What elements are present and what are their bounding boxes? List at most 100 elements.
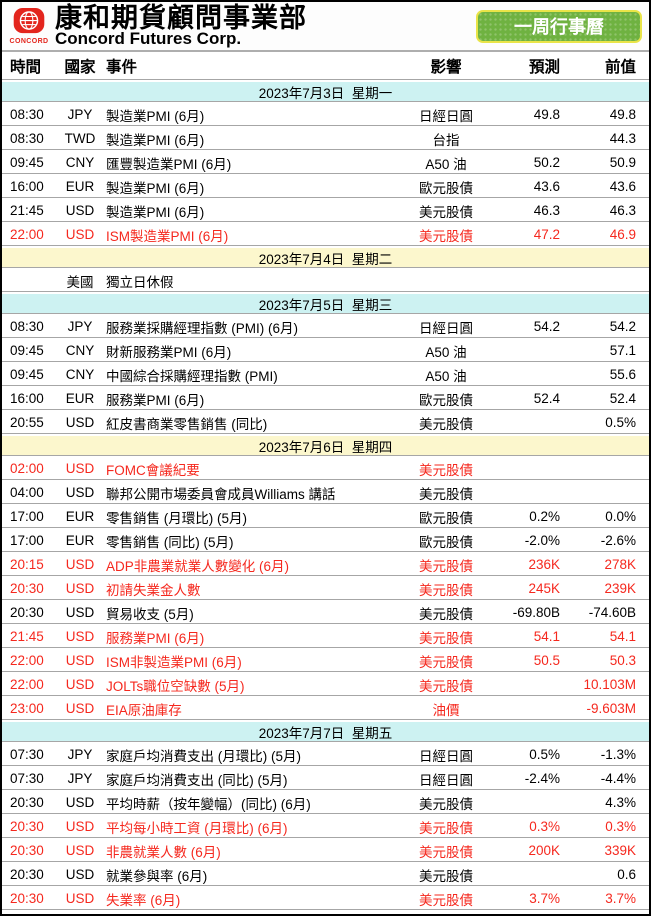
event-row: 20:15 USD ADP非農業就業人數變化 (6月) 美元股債 236K 278K [2, 554, 649, 576]
forecast-cell: 49.8 [533, 107, 560, 122]
concord-logo: CONCORD [8, 7, 50, 45]
country-cell: CNY [65, 367, 95, 382]
forecast-cell: 0.5% [529, 747, 560, 762]
event-row: 17:00 EUR 零售銷售 (月環比) (5月) 歐元股債 0.2% 0.0% [2, 506, 649, 528]
date-header-row: 2023年7月5日 星期三 [2, 294, 649, 314]
event-row: 21:45 USD 製造業PMI (6月) 美元股債 46.3 46.3 [2, 200, 649, 222]
event-row: 17:00 EUR 零售銷售 (同比) (5月) 歐元股債 -2.0% -2.6% [2, 530, 649, 552]
event-cell: FOMC會議紀要 [106, 462, 200, 478]
previous-cell: 239K [604, 581, 636, 596]
event-cell: 就業參與率 (6月) [106, 868, 208, 884]
country-cell: USD [65, 415, 95, 430]
event-row: 20:30 USD 貿易收支 (5月) 美元股債 -69.80B -74.60B [2, 602, 649, 624]
time-cell: 08:30 [10, 131, 44, 146]
country-cell: USD [65, 843, 95, 858]
time-cell: 21:45 [10, 203, 44, 218]
impact-cell: 美元股債 [419, 416, 473, 432]
brand-title-english: Concord Futures Corp. [55, 29, 242, 48]
forecast-cell: 0.3% [529, 819, 560, 834]
previous-cell: 43.6 [609, 179, 636, 194]
event-cell: 非農就業人數 (6月) [106, 844, 221, 860]
impact-cell: 油價 [432, 702, 460, 718]
country-cell: USD [65, 485, 95, 500]
impact-cell: 日經日圓 [419, 772, 473, 788]
country-cell: CNY [65, 155, 95, 170]
previous-cell: 278K [604, 557, 636, 572]
time-cell: 17:00 [10, 533, 44, 548]
event-row: 02:00 USD FOMC會議紀要 美元股債 [2, 458, 649, 480]
previous-cell: 0.0% [605, 509, 636, 524]
event-cell: 服務業PMI (6月) [106, 392, 205, 408]
forecast-cell: 54.1 [533, 629, 560, 644]
previous-cell: 54.2 [609, 319, 636, 334]
event-cell: 財新服務業PMI (6月) [106, 344, 232, 360]
impact-cell: 美元股債 [419, 486, 473, 502]
forecast-cell: 245K [528, 581, 560, 596]
time-cell: 20:30 [10, 843, 44, 858]
forecast-cell: 0.2% [529, 509, 560, 524]
event-row: 09:45 CNY 中國綜合採購經理指數 (PMI) A50 油 55.6 [2, 364, 649, 386]
forecast-cell: -69.80B [512, 605, 560, 620]
brand-title-chinese: 康和期貨顧問事業部 [55, 3, 307, 33]
country-cell: USD [65, 677, 95, 692]
forecast-cell: -2.0% [524, 533, 560, 548]
previous-cell: -2.6% [600, 533, 636, 548]
impact-cell: 美元股債 [419, 462, 473, 478]
country-cell: USD [65, 203, 95, 218]
previous-cell: 4.3% [605, 795, 636, 810]
event-row: 20:30 USD 失業率 (6月) 美元股債 3.7% 3.7% [2, 888, 649, 910]
impact-cell: A50 油 [425, 344, 467, 360]
event-cell: ISM製造業PMI (6月) [106, 228, 229, 244]
event-cell: 服務業採購經理指數 (PMI) (6月) [106, 320, 298, 336]
event-cell: 家庭戶均消費支出 (同比) (5月) [106, 772, 288, 788]
previous-cell: 50.9 [609, 155, 636, 170]
time-cell: 09:45 [10, 343, 44, 358]
forecast-cell: 3.7% [529, 891, 560, 906]
forecast-cell: 43.6 [533, 179, 560, 194]
impact-cell: 歐元股債 [419, 392, 473, 408]
event-row: 20:55 USD 紅皮書商業零售銷售 (同比) 美元股債 0.5% [2, 412, 649, 434]
time-cell: 17:00 [10, 509, 44, 524]
event-cell: 獨立日休假 [106, 274, 174, 290]
time-cell: 20:30 [10, 819, 44, 834]
country-cell: EUR [65, 179, 95, 194]
country-cell: USD [65, 629, 95, 644]
forecast-cell: -2.4% [524, 771, 560, 786]
previous-cell: 50.3 [609, 653, 636, 668]
impact-cell: 台指 [432, 132, 460, 148]
time-cell: 04:00 [10, 485, 44, 500]
country-cell: USD [65, 605, 95, 620]
impact-cell: 歐元股債 [419, 180, 473, 196]
time-cell: 02:00 [10, 461, 44, 476]
country-cell: USD [65, 581, 95, 596]
event-row: 04:00 USD 聯邦公開市場委員會成員Williams 講話 美元股債 [2, 482, 649, 504]
previous-cell: 46.3 [609, 203, 636, 218]
event-row: 22:00 USD JOLTs職位空缺數 (5月) 美元股債 10.103M [2, 674, 649, 696]
event-cell: 製造業PMI (6月) [106, 132, 205, 148]
event-cell: 平均時薪（按年變幅）(同比) (6月) [106, 796, 311, 812]
impact-cell: 歐元股債 [419, 534, 473, 550]
impact-cell: 日經日圓 [419, 320, 473, 336]
country-cell: USD [65, 867, 95, 882]
country-cell: USD [65, 461, 95, 476]
forecast-cell: 47.2 [533, 227, 560, 242]
event-row: 20:30 USD 初請失業金人數 美元股債 245K 239K [2, 578, 649, 600]
country-cell: JPY [67, 107, 93, 122]
country-cell: JPY [67, 319, 93, 334]
impact-cell: 美元股債 [419, 654, 473, 670]
impact-cell: 日經日圓 [419, 108, 473, 124]
impact-cell: 日經日圓 [419, 748, 473, 764]
col-time: 時間 [10, 58, 42, 76]
country-cell: USD [65, 795, 95, 810]
event-cell: 零售銷售 (月環比) (5月) [106, 510, 247, 526]
event-row: 07:30 JPY 家庭戶均消費支出 (月環比) (5月) 日經日圓 0.5% -1.3% [2, 744, 649, 766]
impact-cell: 美元股債 [419, 606, 473, 622]
event-cell: 零售銷售 (同比) (5月) [106, 534, 234, 550]
weekly-calendar-button[interactable]: 一周行事曆 [476, 9, 642, 43]
event-cell: 紅皮書商業零售銷售 (同比) [106, 416, 268, 432]
previous-cell: 0.3% [605, 819, 636, 834]
impact-cell: 美元股債 [419, 630, 473, 646]
country-cell: EUR [65, 391, 95, 406]
previous-cell: 339K [604, 843, 636, 858]
